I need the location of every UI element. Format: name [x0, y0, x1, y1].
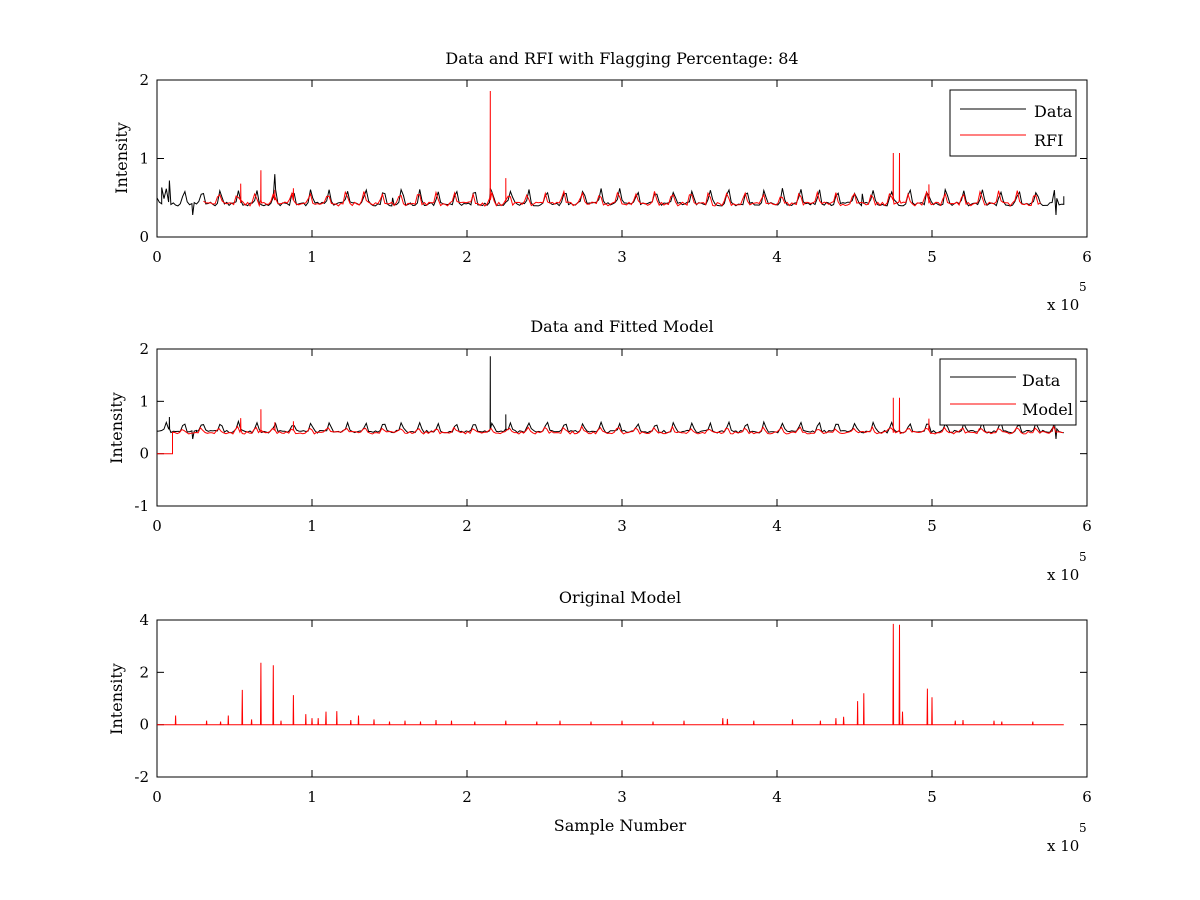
panel-rfi: Data and RFI with Flagging Percentage: 8… [112, 49, 1092, 314]
x-multiplier-exponent: 5 [1079, 821, 1087, 835]
chart-title: Original Model [559, 588, 681, 607]
x-tick-label: 4 [772, 517, 782, 535]
x-tick-label: 2 [462, 517, 472, 535]
y-tick-label: -2 [134, 768, 149, 786]
x-tick-label: 6 [1082, 788, 1092, 806]
x-tick-label: 0 [152, 788, 162, 806]
x-tick-label: 6 [1082, 248, 1092, 266]
x-multiplier-exponent: 5 [1079, 550, 1087, 564]
y-tick-label: 0 [139, 445, 149, 463]
x-axis-label: Sample Number [554, 816, 687, 835]
panel-original-model: Original Model Intensity Sample Number x… [107, 588, 1092, 855]
legend: Data RFI [949, 89, 1077, 157]
legend-label-data: Data [1022, 371, 1061, 390]
y-tick-label: 2 [139, 71, 149, 89]
x-tick-label: 2 [462, 788, 472, 806]
x-tick-label: 1 [307, 788, 317, 806]
x-tick-label: 3 [617, 248, 627, 266]
y-tick-label: 2 [139, 663, 149, 681]
legend-box [939, 358, 1077, 426]
y-tick-label: 2 [139, 340, 149, 358]
y-axis-label: Intensity [112, 122, 131, 194]
y-tick-label: 1 [139, 150, 149, 168]
y-axis-label: Intensity [107, 392, 126, 464]
x-tick-label: 0 [152, 248, 162, 266]
y-tick-label: 0 [139, 228, 149, 246]
x-tick-label: 5 [927, 248, 937, 266]
legend-label-model: Model [1022, 400, 1073, 419]
x-multiplier-label: x 10 [1047, 566, 1079, 584]
series-line-model [157, 397, 1064, 455]
x-tick-label: 0 [152, 517, 162, 535]
x-tick-label: 1 [307, 248, 317, 266]
chart-title: Data and RFI with Flagging Percentage: 8… [445, 49, 798, 68]
x-tick-label: 3 [617, 788, 627, 806]
x-multiplier-exponent: 5 [1079, 280, 1087, 294]
legend-box [949, 89, 1077, 157]
y-tick-label: 1 [139, 392, 149, 410]
x-multiplier-label: x 10 [1047, 837, 1079, 855]
legend-label-rfi: RFI [1034, 131, 1063, 150]
y-tick-label: 4 [139, 611, 149, 629]
chart-title: Data and Fitted Model [530, 317, 713, 336]
x-tick-label: 5 [927, 517, 937, 535]
legend-label-data: Data [1034, 102, 1073, 121]
y-tick-label: 0 [139, 716, 149, 734]
x-tick-label: 3 [617, 517, 627, 535]
x-multiplier-label: x 10 [1047, 296, 1079, 314]
legend: Data Model [939, 358, 1077, 426]
x-tick-label: 5 [927, 788, 937, 806]
series-line-model [157, 623, 1064, 726]
plot-area: 0 1 2 3 4 5 6 0 1 2 [139, 71, 1091, 266]
y-tick-label: -1 [134, 497, 149, 515]
panel-fitted-model: Data and Fitted Model Intensity x 10 5 0… [107, 317, 1092, 584]
x-tick-label: 1 [307, 517, 317, 535]
x-tick-label: 2 [462, 248, 472, 266]
x-tick-label: 4 [772, 788, 782, 806]
series-line-rfi [203, 90, 1041, 208]
x-tick-label: 6 [1082, 517, 1092, 535]
x-tick-label: 4 [772, 248, 782, 266]
y-axis-label: Intensity [107, 663, 126, 735]
